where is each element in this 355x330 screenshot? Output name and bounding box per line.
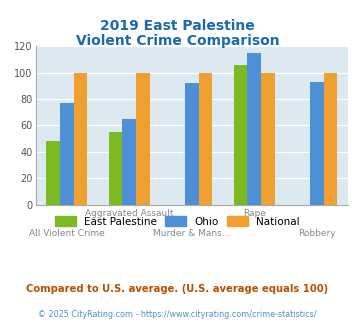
Bar: [234, 65, 247, 205]
Bar: [60, 103, 73, 205]
Legend: East Palestine, Ohio, National: East Palestine, Ohio, National: [55, 216, 300, 227]
Bar: [198, 73, 212, 205]
Bar: [247, 53, 261, 205]
Bar: [109, 132, 122, 205]
Text: 2019 East Palestine: 2019 East Palestine: [100, 19, 255, 33]
Text: Robbery: Robbery: [298, 229, 335, 238]
Bar: [323, 73, 337, 205]
Bar: [73, 73, 87, 205]
Bar: [136, 73, 150, 205]
Text: Violent Crime Comparison: Violent Crime Comparison: [76, 34, 279, 48]
Bar: [185, 83, 198, 205]
Bar: [46, 141, 60, 205]
Bar: [122, 119, 136, 205]
Bar: [310, 82, 323, 205]
Text: © 2025 CityRating.com - https://www.cityrating.com/crime-statistics/: © 2025 CityRating.com - https://www.city…: [38, 310, 317, 319]
Bar: [261, 73, 275, 205]
Text: Compared to U.S. average. (U.S. average equals 100): Compared to U.S. average. (U.S. average …: [26, 284, 329, 294]
Text: Murder & Mans...: Murder & Mans...: [153, 229, 230, 238]
Text: All Violent Crime: All Violent Crime: [29, 229, 105, 238]
